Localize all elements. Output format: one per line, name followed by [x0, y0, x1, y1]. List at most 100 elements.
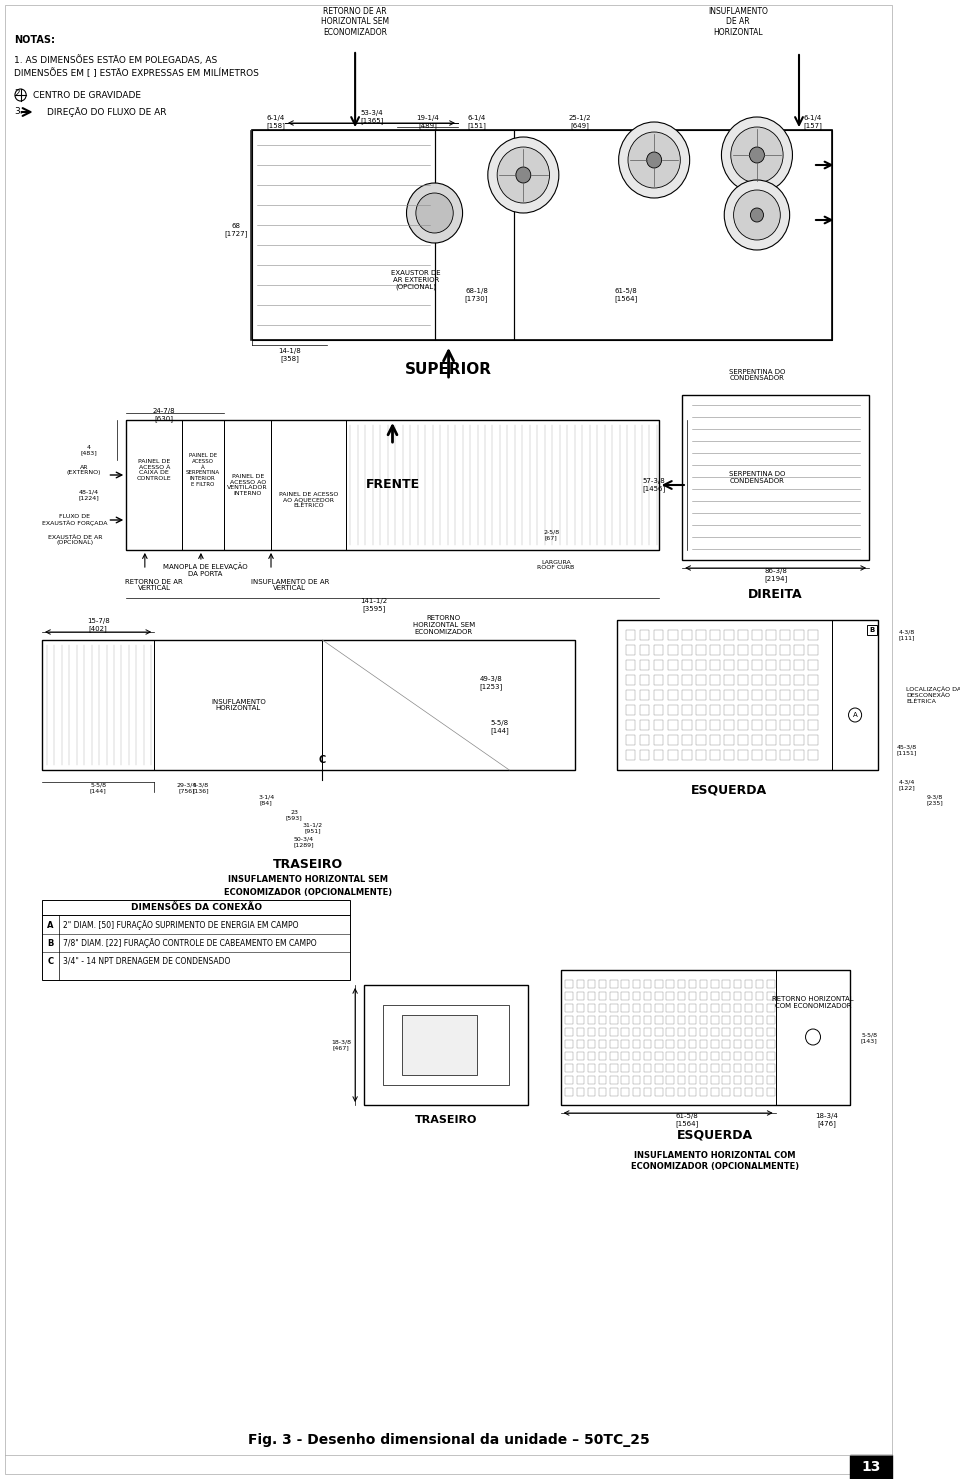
- Bar: [733, 1028, 741, 1035]
- Bar: [644, 1040, 651, 1049]
- Text: SERPENTINA DO
CONDENSADOR: SERPENTINA DO CONDENSADOR: [729, 470, 785, 484]
- Bar: [683, 691, 691, 700]
- Circle shape: [733, 189, 780, 240]
- Bar: [700, 992, 708, 1000]
- Bar: [738, 720, 748, 731]
- Text: 6-1/4
[151]: 6-1/4 [151]: [468, 115, 486, 129]
- Bar: [683, 705, 691, 714]
- Text: 14-1/8
[358]: 14-1/8 [358]: [278, 348, 301, 362]
- Bar: [766, 705, 776, 714]
- Bar: [688, 1004, 696, 1012]
- Bar: [738, 750, 748, 760]
- Bar: [626, 645, 636, 655]
- Bar: [780, 705, 790, 714]
- Bar: [654, 674, 663, 685]
- Bar: [655, 1077, 662, 1084]
- Text: 3-1/4
[84]: 3-1/4 [84]: [258, 794, 275, 806]
- Bar: [126, 420, 182, 550]
- Bar: [633, 992, 640, 1000]
- Bar: [611, 1004, 617, 1012]
- Bar: [780, 645, 790, 655]
- Bar: [565, 1077, 573, 1084]
- Text: RETORNO
HORIZONTAL SEM
ECONOMIZADOR: RETORNO HORIZONTAL SEM ECONOMIZADOR: [413, 615, 475, 634]
- Bar: [738, 660, 748, 670]
- Bar: [621, 1016, 629, 1023]
- Bar: [767, 981, 775, 988]
- Bar: [724, 645, 733, 655]
- Bar: [696, 645, 706, 655]
- Bar: [753, 691, 761, 700]
- Text: 53-3/4
[1365]: 53-3/4 [1365]: [360, 109, 384, 124]
- Bar: [794, 705, 804, 714]
- Bar: [700, 1028, 708, 1035]
- Bar: [640, 750, 650, 760]
- Bar: [724, 691, 733, 700]
- Bar: [696, 720, 706, 731]
- Bar: [733, 1089, 741, 1096]
- Bar: [611, 1077, 617, 1084]
- Bar: [696, 705, 706, 714]
- Bar: [640, 705, 650, 714]
- Bar: [666, 1004, 674, 1012]
- Bar: [794, 750, 804, 760]
- Bar: [668, 735, 678, 745]
- Bar: [767, 1089, 775, 1096]
- Bar: [722, 1028, 730, 1035]
- Bar: [588, 1040, 595, 1049]
- Bar: [808, 630, 818, 640]
- Bar: [867, 626, 876, 634]
- Bar: [756, 1063, 763, 1072]
- Bar: [733, 1040, 741, 1049]
- Bar: [678, 1063, 685, 1072]
- Bar: [794, 630, 804, 640]
- Bar: [722, 1004, 730, 1012]
- Bar: [722, 1089, 730, 1096]
- Bar: [738, 645, 748, 655]
- Bar: [655, 1016, 662, 1023]
- Bar: [780, 660, 790, 670]
- Bar: [611, 1052, 617, 1060]
- Text: PAINEL DE ACESSO
AO AQUECEDOR
ELÉTRICO: PAINEL DE ACESSO AO AQUECEDOR ELÉTRICO: [278, 491, 338, 509]
- Bar: [678, 1004, 685, 1012]
- Bar: [655, 1063, 662, 1072]
- Bar: [688, 1028, 696, 1035]
- Bar: [668, 674, 678, 685]
- Bar: [683, 395, 869, 561]
- Bar: [640, 645, 650, 655]
- Bar: [678, 1077, 685, 1084]
- Bar: [577, 1004, 584, 1012]
- Bar: [710, 750, 720, 760]
- Bar: [599, 992, 607, 1000]
- Bar: [711, 1077, 719, 1084]
- Bar: [738, 630, 748, 640]
- Bar: [711, 1089, 719, 1096]
- Bar: [766, 660, 776, 670]
- Bar: [621, 1089, 629, 1096]
- Bar: [655, 1052, 662, 1060]
- Bar: [654, 705, 663, 714]
- Bar: [599, 1063, 607, 1072]
- Bar: [633, 981, 640, 988]
- Bar: [776, 970, 851, 1105]
- Bar: [767, 1028, 775, 1035]
- Bar: [688, 1089, 696, 1096]
- Bar: [678, 981, 685, 988]
- Text: 2" DIAM. [50] FURAÇÃO SUPRIMENTO DE ENERGIA EM CAMPO: 2" DIAM. [50] FURAÇÃO SUPRIMENTO DE ENER…: [62, 920, 299, 930]
- Bar: [766, 674, 776, 685]
- Bar: [700, 1052, 708, 1060]
- Text: 50-3/4
[1289]: 50-3/4 [1289]: [294, 837, 314, 847]
- Bar: [710, 691, 720, 700]
- Bar: [588, 1052, 595, 1060]
- Bar: [696, 750, 706, 760]
- Bar: [733, 992, 741, 1000]
- Bar: [611, 1016, 617, 1023]
- Bar: [577, 1089, 584, 1096]
- Bar: [738, 674, 748, 685]
- Bar: [668, 660, 678, 670]
- Bar: [666, 1063, 674, 1072]
- Text: 18-3/8
[467]: 18-3/8 [467]: [331, 1040, 351, 1050]
- Text: 5-5/8
[143]: 5-5/8 [143]: [861, 1032, 877, 1043]
- Bar: [654, 630, 663, 640]
- Bar: [599, 981, 607, 988]
- Text: CENTRO DE GRAVIDADE: CENTRO DE GRAVIDADE: [33, 90, 141, 99]
